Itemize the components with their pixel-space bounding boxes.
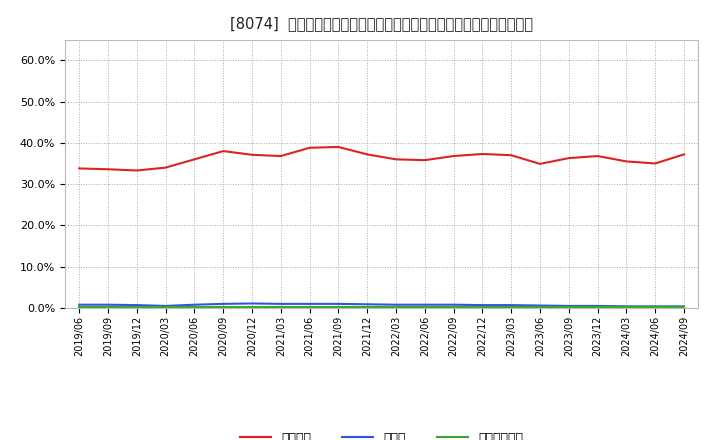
のれん	[161, 303, 170, 308]
自己資本	[305, 145, 314, 150]
のれん	[680, 304, 688, 309]
のれん	[276, 301, 285, 307]
繰延税金資産	[190, 304, 199, 309]
のれん	[449, 302, 458, 307]
自己資本	[449, 154, 458, 159]
のれん	[420, 302, 429, 307]
繰延税金資産	[536, 304, 544, 309]
繰延税金資産	[593, 304, 602, 309]
のれん	[132, 302, 141, 308]
自己資本	[680, 152, 688, 157]
のれん	[190, 302, 199, 307]
自己資本	[536, 161, 544, 166]
繰延税金資産	[305, 304, 314, 309]
自己資本	[392, 157, 400, 162]
のれん	[75, 302, 84, 307]
自己資本	[651, 161, 660, 166]
繰延税金資産	[680, 304, 688, 309]
のれん	[219, 301, 228, 307]
Title: [8074]  自己資本、のれん、繰延税金資産の総資産に対する比率の推移: [8074] 自己資本、のれん、繰延税金資産の総資産に対する比率の推移	[230, 16, 533, 32]
自己資本	[507, 153, 516, 158]
自己資本	[161, 165, 170, 170]
繰延税金資産	[132, 304, 141, 309]
自己資本	[363, 152, 372, 157]
繰延税金資産	[449, 304, 458, 309]
自己資本	[75, 166, 84, 171]
繰延税金資産	[363, 304, 372, 309]
のれん	[593, 303, 602, 308]
繰延税金資産	[420, 304, 429, 309]
のれん	[507, 302, 516, 308]
のれん	[305, 301, 314, 307]
繰延税金資産	[219, 304, 228, 309]
繰延税金資産	[507, 304, 516, 309]
自己資本	[334, 144, 343, 150]
自己資本	[593, 154, 602, 159]
自己資本	[190, 157, 199, 162]
のれん	[104, 302, 112, 307]
自己資本	[219, 148, 228, 154]
繰延税金資産	[478, 304, 487, 309]
のれん	[248, 301, 256, 306]
のれん	[564, 303, 573, 308]
Line: 自己資本: 自己資本	[79, 147, 684, 170]
自己資本	[132, 168, 141, 173]
繰延税金資産	[161, 304, 170, 309]
繰延税金資産	[622, 304, 631, 309]
のれん	[622, 304, 631, 309]
繰延税金資産	[334, 304, 343, 309]
自己資本	[104, 167, 112, 172]
のれん	[392, 302, 400, 307]
繰延税金資産	[564, 304, 573, 309]
繰延税金資産	[392, 304, 400, 309]
繰延税金資産	[104, 304, 112, 309]
繰延税金資産	[248, 304, 256, 309]
繰延税金資産	[651, 304, 660, 309]
自己資本	[276, 154, 285, 159]
自己資本	[622, 159, 631, 164]
繰延税金資産	[276, 304, 285, 309]
のれん	[651, 304, 660, 309]
自己資本	[478, 151, 487, 157]
自己資本	[420, 158, 429, 163]
のれん	[334, 301, 343, 307]
自己資本	[564, 155, 573, 161]
のれん	[363, 302, 372, 307]
のれん	[478, 302, 487, 308]
Line: のれん: のれん	[79, 304, 684, 306]
繰延税金資産	[75, 304, 84, 309]
のれん	[536, 303, 544, 308]
Legend: 自己資本, のれん, 繰延税金資産: 自己資本, のれん, 繰延税金資産	[235, 427, 528, 440]
自己資本	[248, 152, 256, 158]
